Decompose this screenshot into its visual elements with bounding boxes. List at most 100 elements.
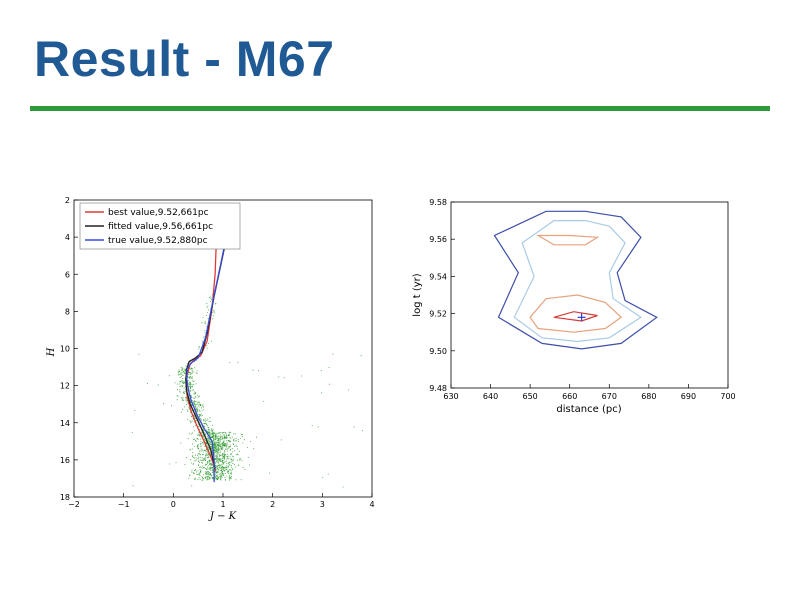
star-point bbox=[215, 441, 217, 443]
cmd-isochrones bbox=[185, 203, 236, 483]
star-point bbox=[215, 445, 217, 447]
star-point bbox=[220, 460, 222, 462]
star-point bbox=[179, 374, 181, 376]
star-point bbox=[199, 454, 201, 456]
star-point bbox=[215, 477, 217, 479]
star-point bbox=[210, 465, 212, 467]
star-point bbox=[198, 415, 200, 417]
star-point bbox=[280, 439, 282, 441]
star-point bbox=[216, 477, 218, 480]
star-point bbox=[225, 443, 227, 445]
star-point bbox=[225, 460, 227, 462]
star-point bbox=[203, 449, 205, 451]
legend-box bbox=[79, 202, 241, 250]
star-point bbox=[208, 468, 210, 470]
star-point bbox=[207, 479, 209, 481]
star-point bbox=[197, 447, 199, 449]
star-point bbox=[191, 443, 194, 445]
star-point bbox=[195, 458, 197, 461]
star-point bbox=[204, 458, 206, 460]
star-point bbox=[186, 401, 188, 403]
star-point bbox=[189, 383, 191, 386]
star-point bbox=[206, 302, 208, 304]
star-point bbox=[215, 475, 217, 477]
star-point bbox=[199, 413, 201, 415]
star-point bbox=[201, 342, 204, 344]
star-point bbox=[195, 392, 197, 394]
contour-lines bbox=[493, 210, 658, 350]
star-point bbox=[230, 453, 232, 455]
star-point bbox=[200, 450, 202, 452]
star-point bbox=[179, 391, 181, 393]
star-point bbox=[189, 449, 191, 451]
star-point bbox=[181, 380, 183, 382]
star-point bbox=[192, 371, 194, 373]
star-point bbox=[220, 448, 222, 450]
star-point bbox=[209, 442, 211, 444]
star-point bbox=[214, 446, 216, 448]
star-point bbox=[184, 372, 186, 374]
star-point bbox=[199, 404, 202, 406]
star-point bbox=[207, 473, 209, 475]
star-point bbox=[205, 323, 207, 325]
star-point bbox=[218, 469, 220, 471]
star-point bbox=[212, 435, 215, 438]
star-point bbox=[195, 406, 197, 408]
star-point bbox=[203, 418, 205, 421]
star-point bbox=[227, 465, 229, 467]
star-point bbox=[197, 458, 199, 460]
star-point bbox=[215, 450, 217, 452]
star-point bbox=[193, 478, 195, 480]
star-point bbox=[216, 471, 218, 473]
star-point bbox=[198, 450, 201, 452]
star-point bbox=[210, 446, 212, 448]
star-point bbox=[255, 436, 258, 438]
star-point bbox=[180, 397, 182, 399]
star-point bbox=[190, 375, 192, 377]
star-point bbox=[206, 479, 208, 481]
star-point bbox=[222, 461, 224, 463]
star-point bbox=[200, 413, 202, 415]
star-point bbox=[212, 472, 214, 474]
x-tick-label: −2 bbox=[68, 500, 80, 509]
star-point bbox=[212, 432, 214, 434]
star-point bbox=[223, 442, 225, 444]
star-point bbox=[219, 435, 221, 438]
star-point bbox=[207, 436, 209, 438]
star-point bbox=[207, 438, 209, 441]
star-point bbox=[241, 434, 243, 436]
star-point bbox=[236, 459, 239, 461]
star-point bbox=[194, 392, 196, 394]
star-point bbox=[186, 362, 188, 365]
star-point bbox=[231, 455, 233, 457]
star-point bbox=[321, 392, 323, 394]
star-point bbox=[217, 475, 219, 477]
star-point bbox=[209, 474, 211, 476]
star-point bbox=[179, 389, 181, 391]
star-point bbox=[227, 453, 229, 455]
star-point bbox=[221, 445, 223, 448]
star-point bbox=[230, 470, 232, 472]
star-point bbox=[215, 461, 217, 463]
star-point bbox=[194, 367, 196, 369]
star-point bbox=[224, 461, 226, 463]
contour-level-1 bbox=[513, 220, 642, 343]
star-point bbox=[181, 373, 183, 375]
star-point bbox=[191, 420, 193, 422]
star-point bbox=[235, 440, 237, 442]
star-point bbox=[221, 438, 223, 440]
star-point bbox=[221, 452, 223, 455]
star-point bbox=[181, 399, 184, 402]
star-point bbox=[206, 311, 208, 314]
star-point bbox=[223, 453, 225, 455]
star-point bbox=[241, 434, 243, 436]
star-point bbox=[193, 404, 195, 406]
star-point bbox=[209, 469, 211, 471]
star-point bbox=[224, 450, 226, 452]
star-point bbox=[184, 369, 186, 371]
star-point bbox=[229, 440, 232, 443]
star-point bbox=[239, 450, 241, 452]
star-point bbox=[216, 437, 218, 439]
star-point bbox=[221, 471, 223, 473]
star-point bbox=[191, 370, 193, 372]
